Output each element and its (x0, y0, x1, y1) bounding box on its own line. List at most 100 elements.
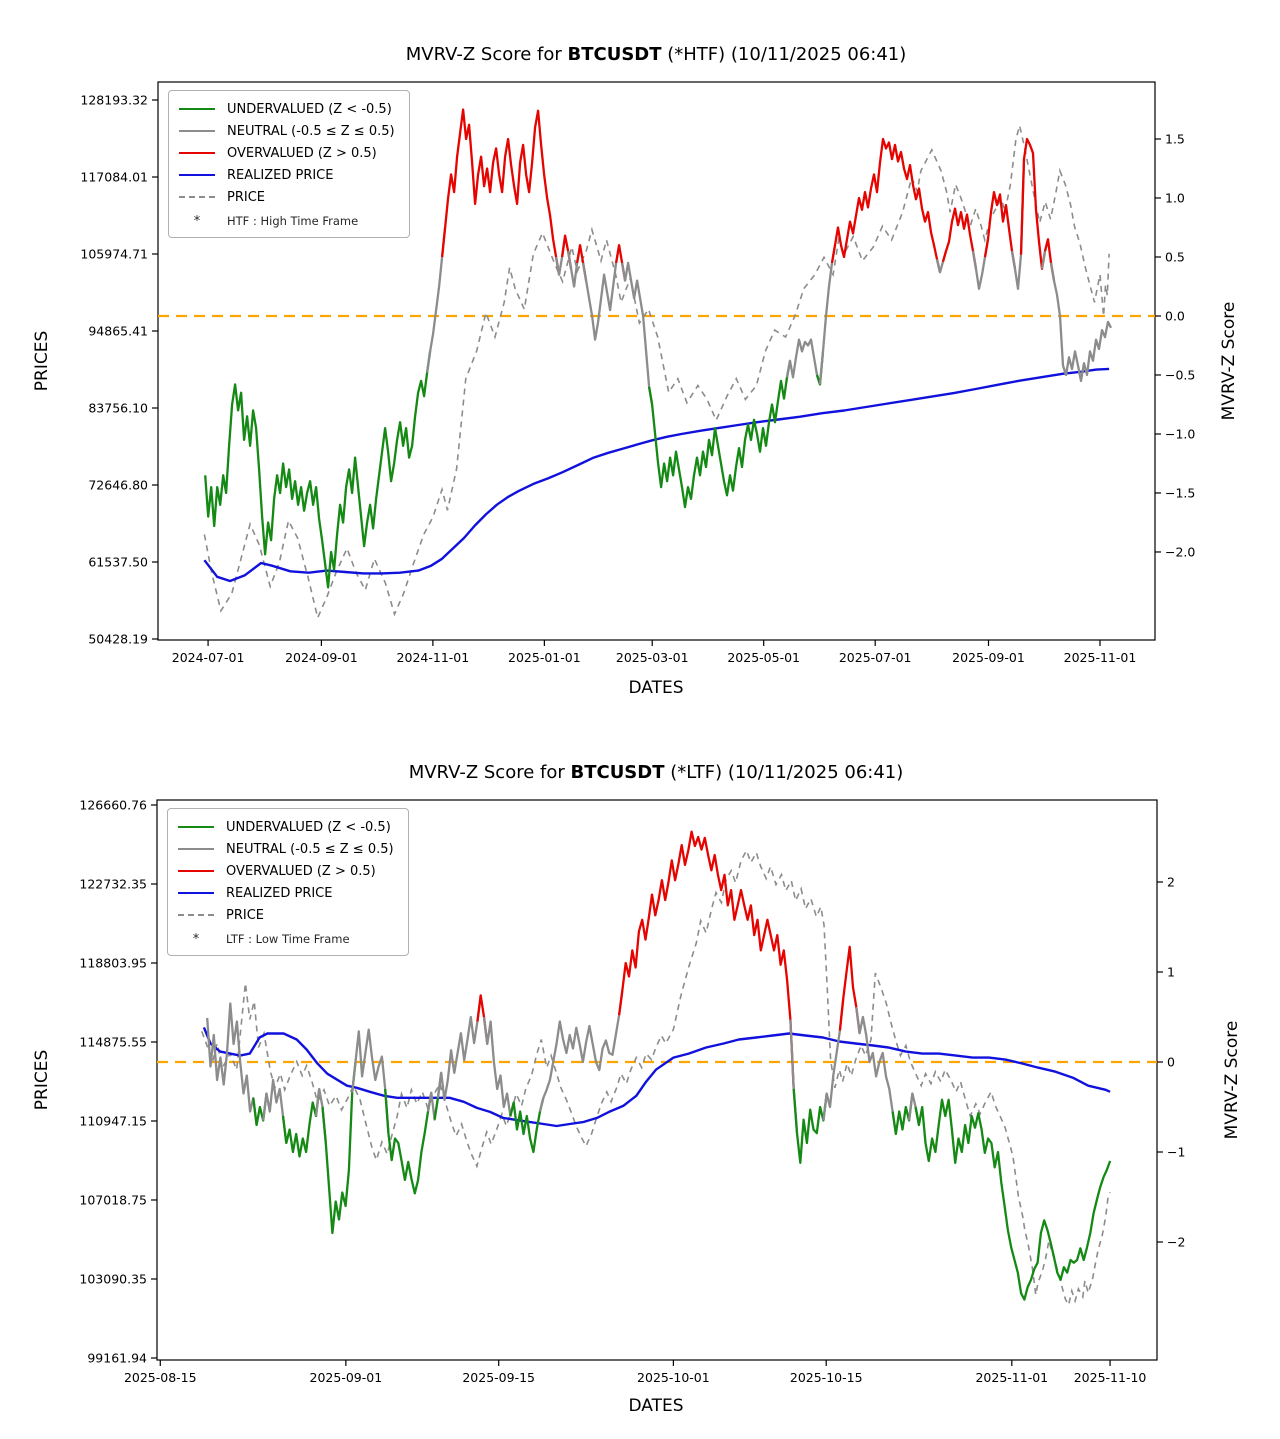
x-tick-label: 2024-09-01 (285, 650, 358, 665)
title-symbol: BTCUSDT (567, 44, 662, 65)
price-dashed-series (201, 848, 1111, 1308)
z-tick-label: −1.0 (1165, 426, 1195, 441)
x-tick-label: 2025-05-01 (727, 650, 800, 665)
mvrv-z-segment (321, 1061, 357, 1235)
mvrv-z-segment (617, 830, 795, 1090)
mvrv-z-segment (384, 1088, 433, 1195)
mvrv-z-series (204, 108, 1113, 589)
legend-label: OVERVALUED (Z > 0.5) (226, 863, 376, 879)
z-tick-label: 2 (1167, 874, 1175, 889)
mvrv-z-segment (1019, 137, 1047, 270)
mvrv-z-segment (914, 1098, 1112, 1301)
mvrv-z-segment (262, 1078, 288, 1144)
legend-label: PRICE (226, 907, 264, 923)
title-prefix: MVRV-Z Score for (405, 44, 568, 65)
y-tick-label: 50428.19 (88, 632, 148, 647)
axes: 50428.19 61537.50 72646.80 83756.10 94865.41… (80, 81, 1195, 665)
mvrv-z-segment (581, 245, 621, 341)
plot-border (156, 799, 1158, 1361)
x-tick-label: 2024-11-01 (397, 650, 470, 665)
y-tick-label: 105974.71 (80, 247, 148, 262)
y-tick-label: 107018.75 (79, 1192, 147, 1207)
mvrv-z-segment (792, 1088, 828, 1164)
mvrv-z-segment (1049, 262, 1113, 383)
chart-title-htf: MVRV-Z Score for BTCUSDT (*HTF) (10/11/2… (156, 44, 1156, 65)
legend-item: REALIZED PRICE (179, 164, 395, 186)
chart-0: 50428.19 61537.50 72646.80 83756.10 94865.41… (80, 81, 1195, 665)
y-tick-label: 126660.76 (79, 797, 147, 812)
legend-ltf: UNDERVALUED (Z < -0.5) NEUTRAL (-0.5 ≤ Z… (167, 808, 409, 956)
legend-note-text: LTF : Low Time Frame (226, 932, 350, 946)
mvrv-z-segment (538, 989, 624, 1112)
mvrv-z-segment (818, 245, 837, 385)
neutral-line-swatch (179, 130, 215, 132)
mvrv-z-segment (440, 108, 561, 275)
y-axis-label-prices-ltf: PRICES (32, 1049, 52, 1111)
legend-htf: UNDERVALUED (Z < -0.5) NEUTRAL (-0.5 ≤ Z… (168, 90, 410, 238)
mvrv-z-segment (206, 1002, 258, 1126)
legend-item: UNDERVALUED (Z < -0.5) (179, 98, 395, 120)
title-prefix: MVRV-Z Score for (408, 762, 571, 783)
legend-item: NEUTRAL (-0.5 ≤ Z ≤ 0.5) (179, 120, 395, 142)
undervalued-line-swatch (179, 108, 215, 110)
y-tick-label: 117084.01 (80, 170, 148, 185)
legend-item: OVERVALUED (Z > 0.5) (178, 860, 394, 882)
legend-item: OVERVALUED (Z > 0.5) (179, 142, 395, 164)
x-tick-label: 2025-09-15 (462, 1370, 535, 1385)
legend-note-text: HTF : High Time Frame (227, 214, 359, 228)
axes: 99161.94 103090.35 107018.75 110947.15 11487… (79, 797, 1185, 1385)
mvrv-z-segment (620, 261, 654, 405)
mvrv-z-segment (647, 360, 792, 509)
price-dashed-line-swatch (178, 914, 214, 916)
mvrv-z-segment (785, 338, 822, 385)
neutral-line-swatch (178, 848, 214, 850)
z-tick-label: 1.5 (1165, 131, 1185, 146)
legend-label: UNDERVALUED (Z < -0.5) (226, 819, 391, 835)
z-tick-label: −0.5 (1165, 367, 1195, 382)
legend-label: REALIZED PRICE (226, 885, 333, 901)
x-tick-label: 2025-01-01 (508, 650, 581, 665)
mvrv-z-segment (830, 137, 942, 273)
y-tick-label: 99161.94 (87, 1350, 147, 1365)
price-dashed-line-swatch (179, 196, 215, 198)
x-tick-label: 2024-07-01 (172, 650, 245, 665)
legend-item: REALIZED PRICE (178, 882, 394, 904)
y-tick-label: 118803.95 (79, 955, 147, 970)
title-suffix: (*HTF) (10/11/2025 06:41) (661, 44, 907, 65)
z-tick-label: 0 (1167, 1054, 1175, 1069)
x-tick-label: 2025-11-01 (1064, 650, 1137, 665)
mvrv-z-series (206, 830, 1112, 1301)
x-tick-label: 2025-09-01 (952, 650, 1025, 665)
legend-note: * HTF : High Time Frame (179, 211, 395, 231)
legend-label: UNDERVALUED (Z < -0.5) (227, 101, 392, 117)
legend-label: OVERVALUED (Z > 0.5) (227, 145, 377, 161)
y-tick-label: 110947.15 (79, 1113, 147, 1128)
realized-price-line-swatch (179, 174, 215, 176)
z-tick-label: −2 (1167, 1235, 1185, 1250)
y-tick-label: 128193.32 (80, 93, 148, 108)
title-suffix: (*LTF) (10/11/2025 06:41) (664, 762, 904, 783)
mvrv-z-segment (482, 1016, 515, 1118)
z-tick-label: 1 (1167, 964, 1175, 979)
y-tick-label: 114875.55 (79, 1034, 147, 1049)
z-tick-label: 1.0 (1165, 190, 1185, 205)
x-tick-label: 2025-07-01 (839, 650, 912, 665)
y-axis-label-prices-htf: PRICES (32, 330, 52, 392)
y-tick-label: 103090.35 (79, 1271, 147, 1286)
mvrv-z-segment (351, 1028, 390, 1134)
legend-note: * LTF : Low Time Frame (178, 929, 394, 949)
mvrv-z-segment (983, 190, 1017, 269)
mvrv-z-segment (838, 945, 861, 1034)
chart-1: 99161.94 103090.35 107018.75 110947.15 11487… (79, 797, 1185, 1385)
x-axis-label-dates-htf: DATES (628, 678, 684, 698)
mvrv-z-segment (509, 1097, 545, 1154)
y-tick-label: 94865.41 (88, 324, 148, 339)
mvrv-z-segment (941, 207, 978, 269)
mvrv-z-segment (855, 1006, 898, 1135)
z-tick-label: 0.5 (1165, 249, 1185, 264)
legend-label: PRICE (227, 189, 265, 205)
z-tick-label: −1 (1167, 1145, 1185, 1160)
title-symbol: BTCUSDT (570, 762, 665, 783)
